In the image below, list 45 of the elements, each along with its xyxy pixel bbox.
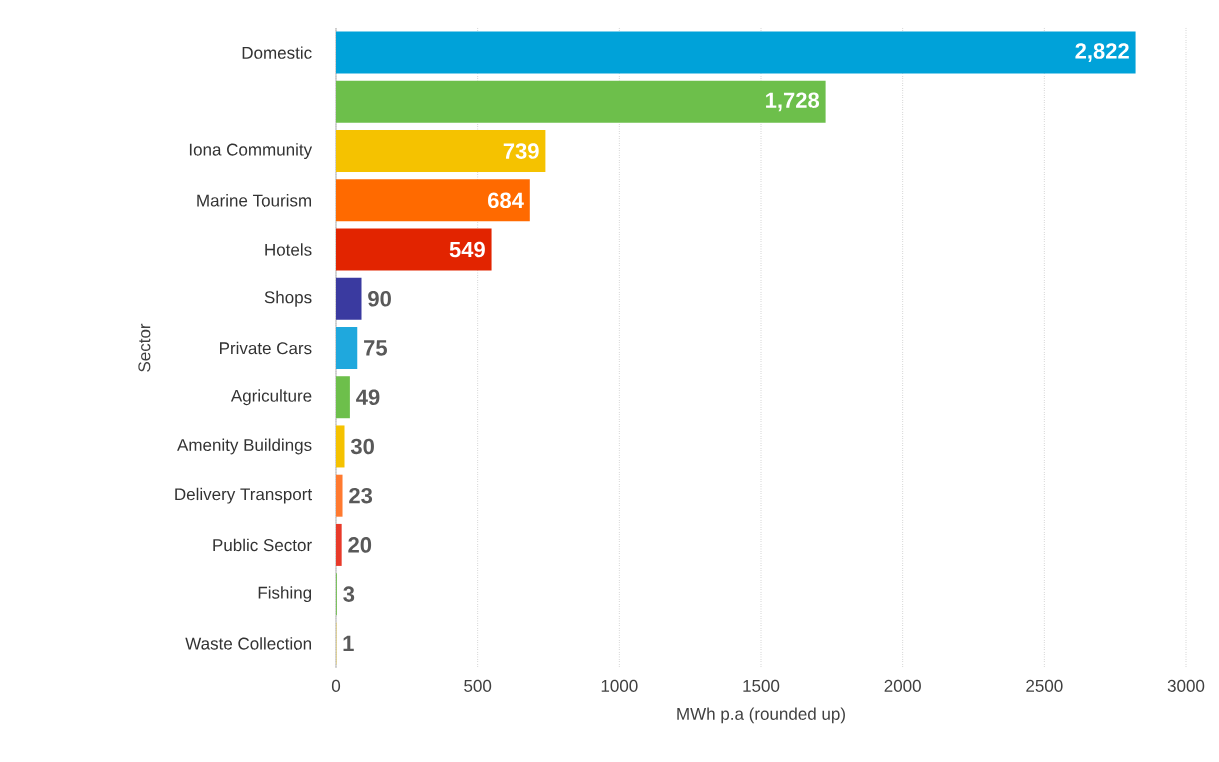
data-label: 75 <box>364 340 387 356</box>
y-tick-label: Agriculture <box>230 389 312 406</box>
bar <box>336 376 350 419</box>
y-tick-label: Hotels <box>265 243 312 256</box>
data-label: 23 <box>349 487 373 504</box>
x-tick-label: 2500 <box>1026 679 1063 692</box>
data-label: 30 <box>350 438 374 455</box>
data-label: 2,822 <box>1075 43 1129 62</box>
bar <box>336 130 546 173</box>
x-tick-label: 0 <box>331 679 341 692</box>
bar <box>336 31 1136 74</box>
y-tick-label: Domestic <box>242 46 312 59</box>
x-tick-label: 1500 <box>743 679 780 692</box>
x-tick-label: 1000 <box>601 679 638 692</box>
bar <box>336 425 345 468</box>
x-tick-label: 500 <box>464 679 492 692</box>
data-label: 90 <box>368 290 391 307</box>
y-tick-label: Fishing <box>258 586 312 603</box>
y-tick-label: Public Sector <box>213 538 312 552</box>
data-label: 20 <box>348 537 372 553</box>
bar <box>336 80 826 123</box>
y-tick-label: Marine Tourism <box>197 194 312 207</box>
data-label: 1,728 <box>766 92 820 112</box>
bar <box>336 523 342 566</box>
data-label: 684 <box>488 192 524 209</box>
y-tick-label: Private Cars <box>220 341 312 355</box>
data-label: 739 <box>503 143 539 159</box>
y-axis-title: Sector <box>138 323 151 372</box>
x-axis-title: MWh p.a (rounded up) <box>677 707 845 724</box>
y-tick-label: Iona Community <box>189 143 313 159</box>
data-label: 1 <box>343 635 354 651</box>
bar <box>336 179 530 222</box>
y-tick-label: Shops <box>264 290 312 307</box>
bar <box>336 327 358 369</box>
bar <box>336 228 492 271</box>
bar <box>336 277 362 320</box>
data-label: 549 <box>449 241 485 258</box>
y-tick-label: Delivery Transport <box>175 487 312 504</box>
x-tick-label: 2000 <box>884 679 921 692</box>
data-label: 49 <box>356 389 380 406</box>
y-tick-label: Waste Collection <box>185 637 311 650</box>
y-tick-label: Amenity Buildings <box>177 438 312 455</box>
data-label: 3 <box>343 586 355 602</box>
bar <box>336 474 343 517</box>
x-tick-label: 3000 <box>1167 679 1205 692</box>
